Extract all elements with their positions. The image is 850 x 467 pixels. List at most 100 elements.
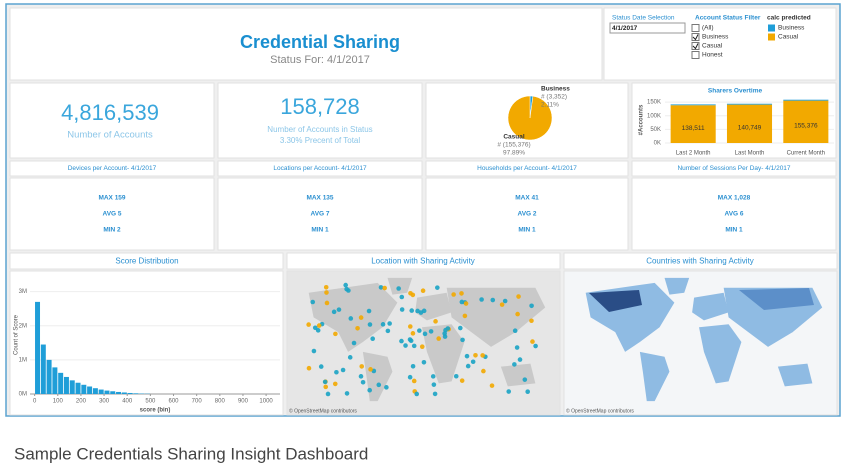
x-tick-label: Last 2 Month <box>676 151 711 157</box>
bar-value-label: 138,511 <box>682 125 705 132</box>
stat-max: MAX 1,028 <box>718 195 751 202</box>
map-dot <box>355 325 360 331</box>
map-dot <box>479 297 484 302</box>
map-dot <box>516 294 521 299</box>
map-dot <box>480 353 485 358</box>
kpi-value: 158,728 <box>280 94 360 119</box>
map-dot <box>512 328 518 334</box>
map-dot <box>311 348 317 354</box>
map-dot <box>376 382 382 388</box>
checkbox[interactable] <box>691 51 700 59</box>
map-dot <box>410 331 416 336</box>
histogram-bar <box>40 344 46 394</box>
x-tick-label: Last Month <box>735 151 765 157</box>
histogram-bar <box>58 372 64 394</box>
map-dot <box>380 322 386 327</box>
map-dot <box>451 292 456 297</box>
map-dot <box>382 285 387 291</box>
checkbox[interactable] <box>691 33 700 41</box>
x-tick-label: 600 <box>169 399 180 405</box>
legend-swatch <box>768 24 775 32</box>
map-dot <box>463 301 469 306</box>
y-axis-label: #Accounts <box>639 104 645 135</box>
map-dot <box>407 374 413 380</box>
bar-value-label: 155,376 <box>794 123 818 130</box>
map-dot <box>465 363 471 369</box>
pie-value-label: # (3,352) <box>541 94 567 101</box>
map-dot <box>306 322 311 327</box>
label: calc predicted <box>767 15 811 22</box>
filter-option: Business <box>702 34 729 41</box>
x-tick-label: 100 <box>53 399 64 405</box>
stat-min: MIN 2 <box>103 227 121 234</box>
map-dot <box>351 340 357 346</box>
stat-min: MIN 1 <box>311 227 329 234</box>
kpi-label: Number of Accounts in Status <box>267 125 372 134</box>
map-dot <box>442 334 448 339</box>
x-tick-label: 1000 <box>259 399 273 405</box>
chart-title: Score Distribution <box>115 257 178 266</box>
map-dot <box>310 299 316 305</box>
map-region <box>589 290 642 312</box>
map-dot <box>418 310 424 315</box>
map-dot <box>514 345 520 350</box>
x-tick-label: 800 <box>215 399 226 405</box>
checkbox[interactable] <box>691 24 700 32</box>
checkmark <box>692 34 699 41</box>
map-dot <box>316 323 322 328</box>
map-dot <box>358 374 364 379</box>
map-dot <box>490 297 496 303</box>
map-dot <box>506 389 512 394</box>
map-dot <box>325 391 331 397</box>
map-dot <box>370 336 375 342</box>
label: Status Date Selection <box>612 15 675 22</box>
date-input[interactable] <box>609 22 686 34</box>
stat-avg: AVG 2 <box>517 211 536 218</box>
map-dot <box>530 339 535 344</box>
stat-title: Number of Sessions Per Day- 4/1/2017 <box>677 165 790 172</box>
panel <box>9 82 215 159</box>
panel <box>563 252 838 270</box>
map-dot <box>464 353 470 359</box>
legend-label: Casual <box>778 34 799 41</box>
map-dot <box>324 300 330 306</box>
map-dot <box>417 328 422 333</box>
map-dot <box>318 364 324 369</box>
map-dot <box>323 384 329 390</box>
histogram-bar <box>116 391 122 394</box>
map-dot <box>457 325 463 331</box>
map-dot <box>358 315 364 320</box>
map-dot <box>367 387 372 393</box>
histogram-bar <box>69 380 75 394</box>
pie-label: Casual <box>503 134 525 141</box>
map-dot <box>499 302 505 307</box>
map-dot <box>533 343 538 349</box>
checkbox[interactable] <box>691 42 700 50</box>
y-tick-label: 1M <box>19 357 27 363</box>
stat-avg: AVG 5 <box>102 211 121 218</box>
map-dot <box>430 374 436 379</box>
map-dot <box>336 307 342 312</box>
stat-max: MAX 135 <box>306 195 333 202</box>
x-tick-label: 900 <box>238 399 249 405</box>
histogram-bar <box>104 390 110 394</box>
y-axis-label: Count of Score <box>14 314 20 355</box>
map-dot <box>384 385 389 390</box>
panel <box>217 177 423 251</box>
map-dot <box>502 298 508 304</box>
x-tick-label: 300 <box>99 399 110 405</box>
stat-max: MAX 159 <box>98 195 125 202</box>
caption: Sample Credentials Sharing Insight Dashb… <box>14 444 368 463</box>
map-dot <box>332 381 338 387</box>
map-dot <box>396 286 401 291</box>
panel <box>9 177 215 251</box>
map-dot <box>436 336 441 341</box>
map-dot <box>435 285 440 290</box>
map-dot <box>378 285 384 290</box>
map-dot <box>366 308 372 314</box>
map-dot <box>411 378 417 384</box>
map-dot <box>312 325 318 331</box>
map-dot <box>411 343 417 349</box>
pie-percent-label: 2.11% <box>541 102 559 109</box>
stat-avg: AVG 6 <box>724 211 743 218</box>
